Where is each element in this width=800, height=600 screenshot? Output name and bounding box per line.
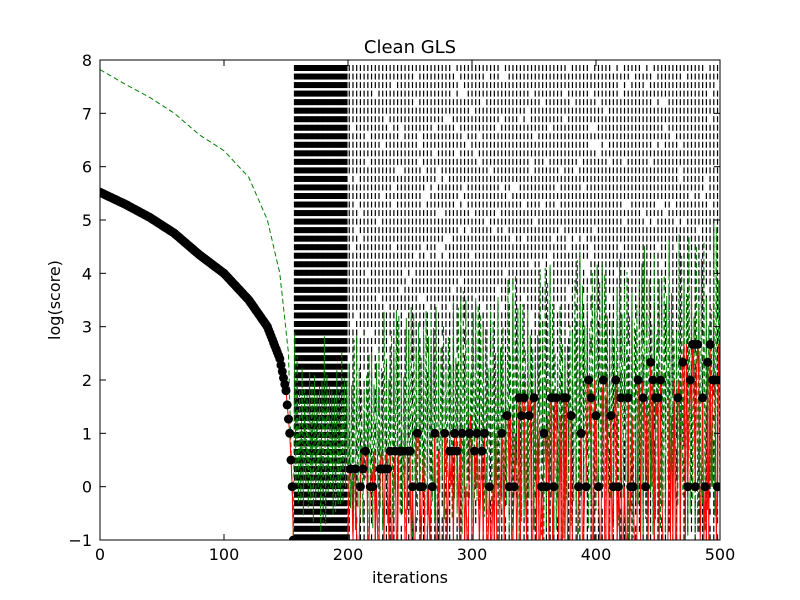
plot-area: [100, 65, 720, 540]
vertical-tick-columns: [293, 65, 719, 540]
